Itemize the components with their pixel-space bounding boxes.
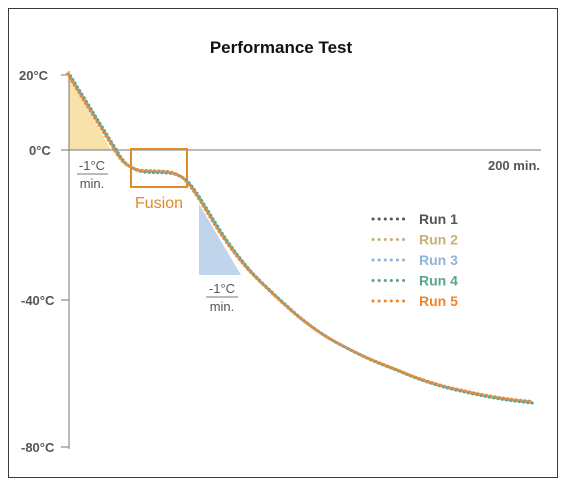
legend-label-run-5: Run 5 bbox=[419, 293, 458, 309]
fusion-box bbox=[130, 148, 188, 188]
series-line-run-2 bbox=[68, 73, 537, 405]
legend-label-run-1: Run 1 bbox=[419, 211, 458, 227]
x-end-label: 200 min. bbox=[488, 158, 540, 173]
rate-label-bottom: min. bbox=[80, 176, 105, 191]
legend-label-run-2: Run 2 bbox=[419, 232, 458, 248]
series-line-run-4 bbox=[69, 74, 538, 405]
series-line-run-3 bbox=[66, 73, 535, 404]
y-tick-label: 20°C bbox=[19, 68, 49, 83]
rate-label-top: -1°C bbox=[209, 281, 235, 296]
cooling-rate-triangle-2 bbox=[199, 204, 241, 275]
y-tick-label: -40°C bbox=[21, 293, 55, 308]
rate-label-top: -1°C bbox=[79, 158, 105, 173]
y-tick-label: -80°C bbox=[21, 440, 55, 455]
chart-frame: Performance Test 20°C 0°C -40°C -80°C 20… bbox=[8, 8, 558, 478]
legend-label-run-4: Run 4 bbox=[419, 273, 458, 289]
series-line-run-1 bbox=[67, 73, 536, 404]
chart-title: Performance Test bbox=[210, 38, 353, 57]
y-tick-label: 0°C bbox=[29, 143, 51, 158]
legend-label-run-3: Run 3 bbox=[419, 252, 458, 268]
chart-svg: Performance Test 20°C 0°C -40°C -80°C 20… bbox=[19, 38, 541, 455]
series-layer bbox=[65, 72, 538, 405]
legend: Run 1 Run 2 Run 3 Run 4 Run 5 bbox=[371, 211, 458, 309]
rate-label-bottom: min. bbox=[210, 299, 235, 314]
series-line-run-5 bbox=[65, 72, 534, 403]
fusion-label: Fusion bbox=[135, 195, 183, 212]
